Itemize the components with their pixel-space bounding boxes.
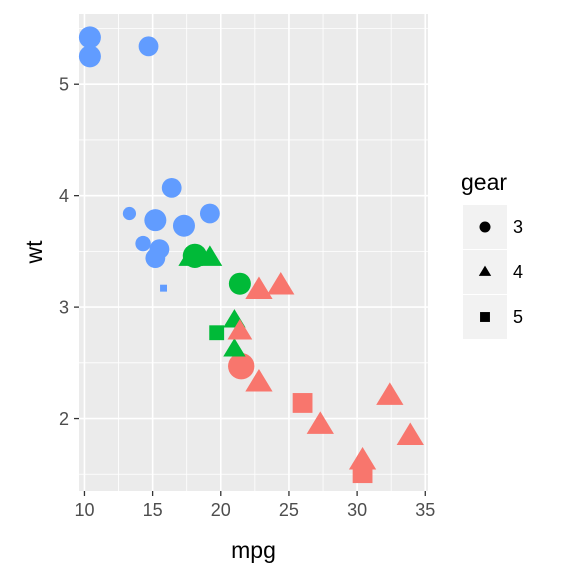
data-point-gear-4 [197, 245, 223, 266]
y-tick-label: 2 [59, 409, 69, 429]
data-point-gear-5 [209, 325, 225, 341]
x-axis: 10 15 20 25 30 35 [74, 491, 435, 520]
legend-triangle-icon [478, 265, 492, 276]
x-tick-label: 25 [279, 500, 299, 520]
y-tick-label: 5 [59, 75, 69, 95]
x-tick-label: 10 [74, 500, 94, 520]
data-point-gear-3 [228, 272, 251, 295]
data-point-gear-5 [160, 284, 167, 292]
data-point-gear-4 [376, 382, 404, 405]
legend-label: 3 [513, 217, 523, 237]
data-points [78, 26, 424, 484]
data-point-gear-5 [292, 393, 313, 413]
y-tick-label: 4 [59, 186, 69, 206]
legend-title: gear [461, 169, 507, 195]
data-point-gear-3 [145, 248, 166, 268]
x-tick-label: 20 [211, 500, 231, 520]
data-point-gear-3 [172, 214, 195, 237]
data-point-gear-3 [122, 206, 137, 221]
y-axis-title: wt [21, 240, 47, 265]
legend-square-icon [480, 312, 490, 322]
data-point-gear-3 [78, 26, 101, 49]
data-point-gear-4 [267, 272, 295, 295]
major-gridlines [79, 14, 428, 491]
y-tick-label: 3 [59, 298, 69, 318]
y-axis: 2 3 4 5 [59, 75, 79, 429]
data-point-gear-3 [228, 352, 255, 380]
x-tick-label: 35 [415, 500, 435, 520]
legend: gear 3 4 5 [461, 169, 523, 339]
plot-panel [79, 14, 428, 491]
data-point-gear-4 [227, 318, 253, 340]
data-point-gear-4 [396, 422, 424, 446]
data-point-gear-3 [78, 45, 101, 68]
legend-circle-icon [479, 221, 491, 233]
x-axis-title: mpg [231, 537, 276, 563]
x-tick-label: 30 [347, 500, 367, 520]
data-point-gear-4 [223, 338, 246, 357]
data-point-gear-3 [199, 203, 220, 224]
x-tick-label: 15 [143, 500, 163, 520]
data-point-gear-3 [135, 235, 151, 252]
legend-label: 4 [513, 262, 523, 282]
data-point-gear-3 [144, 209, 167, 232]
data-point-gear-4 [245, 368, 273, 392]
data-point-gear-3 [161, 177, 182, 198]
minor-gridlines [79, 14, 428, 491]
data-point-gear-4 [306, 411, 334, 434]
legend-label: 5 [513, 307, 523, 327]
data-point-gear-4 [245, 276, 273, 300]
data-point-gear-4 [348, 446, 377, 470]
data-point-gear-3 [138, 36, 159, 57]
data-point-gear-4 [178, 245, 204, 266]
